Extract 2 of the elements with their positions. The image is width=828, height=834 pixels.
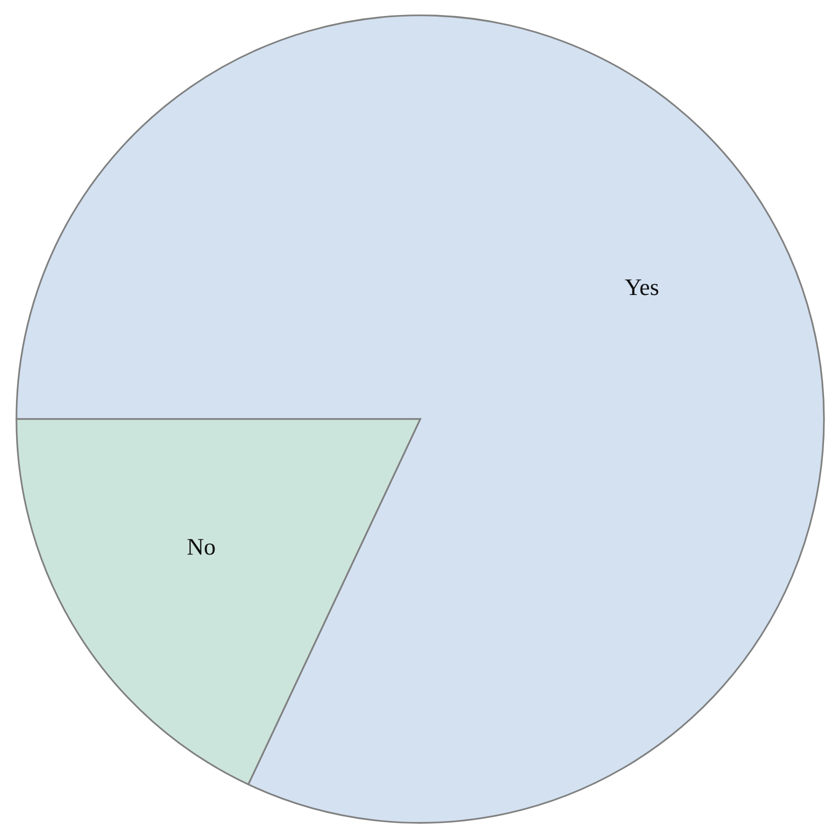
slice-label: Yes [625,279,658,296]
slice-label: No [187,539,215,555]
